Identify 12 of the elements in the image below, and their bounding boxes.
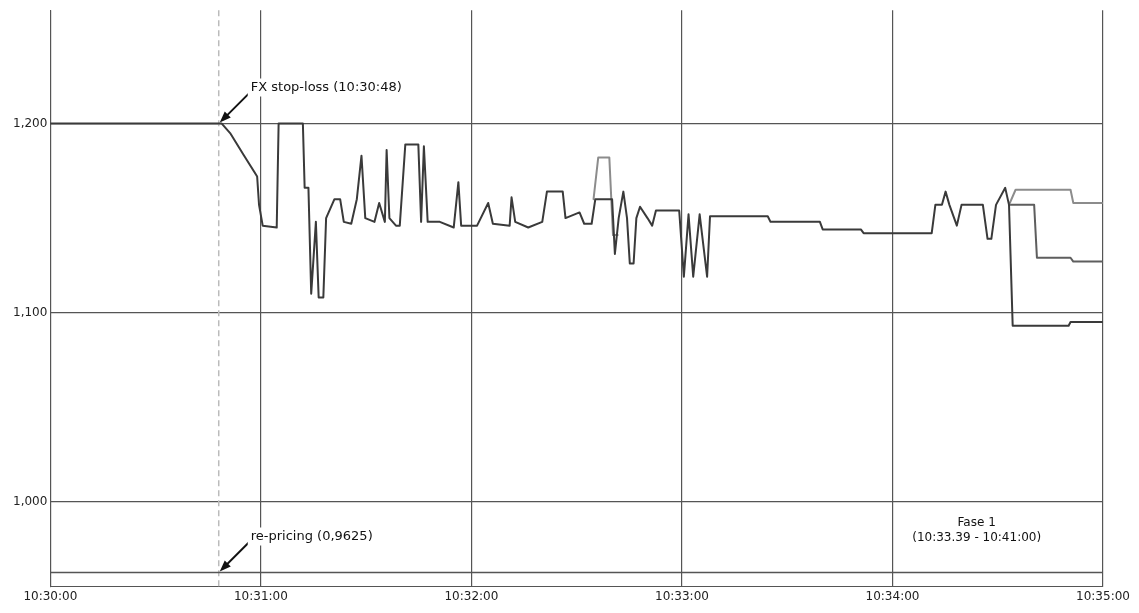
x-tick-label: 10:31:00 xyxy=(233,588,288,603)
x-tick-label: 10:34:00 xyxy=(865,588,920,603)
y-tick-label: 1,100 xyxy=(12,304,48,319)
annotation: FX stop-loss (10:30:48) xyxy=(250,78,402,94)
x-tick-label: 10:30:00 xyxy=(23,588,78,603)
x-tick-label: 10:35:00 xyxy=(1076,588,1130,603)
annotation: re-pricing (0,9625) xyxy=(250,527,373,543)
annotation: Fase 1 (10:33.39 - 10:41:00) xyxy=(912,514,1042,544)
x-tick-label: 10:33:00 xyxy=(655,588,709,603)
x-tick-label: 10:32:00 xyxy=(444,588,499,603)
y-tick-label: 1,200 xyxy=(12,115,48,130)
y-tick-label: 1,000 xyxy=(12,493,48,508)
